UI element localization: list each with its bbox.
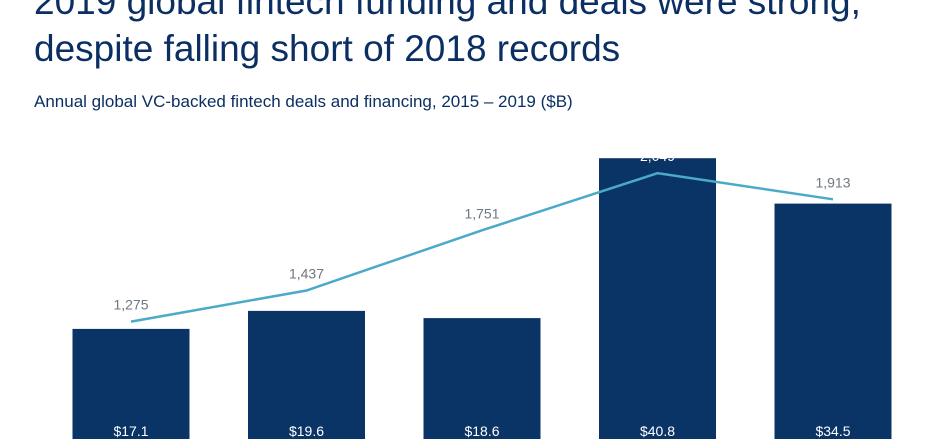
title-line-1: 2019 global fintech funding and deals we… bbox=[34, 0, 861, 22]
bars-layer bbox=[72, 158, 892, 439]
deal-count-label-2: 1,437 bbox=[289, 266, 324, 282]
title-line-2: despite falling short of 2018 records bbox=[34, 28, 621, 69]
bar-value-label-5: $34.5 bbox=[815, 423, 850, 439]
deals-line bbox=[130, 171, 834, 323]
deal-count-label-3: 1,751 bbox=[464, 205, 499, 221]
bar-value-label-3: $18.6 bbox=[464, 423, 499, 439]
deal-count-label-5: 1,913 bbox=[815, 174, 850, 190]
bar-value-label-2: $19.6 bbox=[289, 423, 324, 439]
bar-1 bbox=[72, 328, 190, 439]
chart-subtitle: Annual global VC-backed fintech deals an… bbox=[34, 92, 573, 111]
chart-title: 2019 global fintech funding and deals we… bbox=[34, 0, 934, 72]
bar-3 bbox=[423, 318, 541, 439]
bar-2 bbox=[248, 310, 365, 439]
bar-value-label-1: $17.1 bbox=[113, 423, 148, 439]
line-layer bbox=[130, 171, 834, 323]
labels-layer: $17.1 $19.6 $18.6 $40.8 $34.5 1,275 1,437 1,751… bbox=[113, 148, 850, 439]
bar-value-label-4: $40.8 bbox=[640, 423, 675, 439]
bar-5 bbox=[774, 203, 892, 439]
deal-count-label-4: 2,049 bbox=[640, 148, 675, 164]
deal-count-label-1: 1,275 bbox=[113, 297, 148, 313]
bar-4 bbox=[599, 158, 716, 439]
